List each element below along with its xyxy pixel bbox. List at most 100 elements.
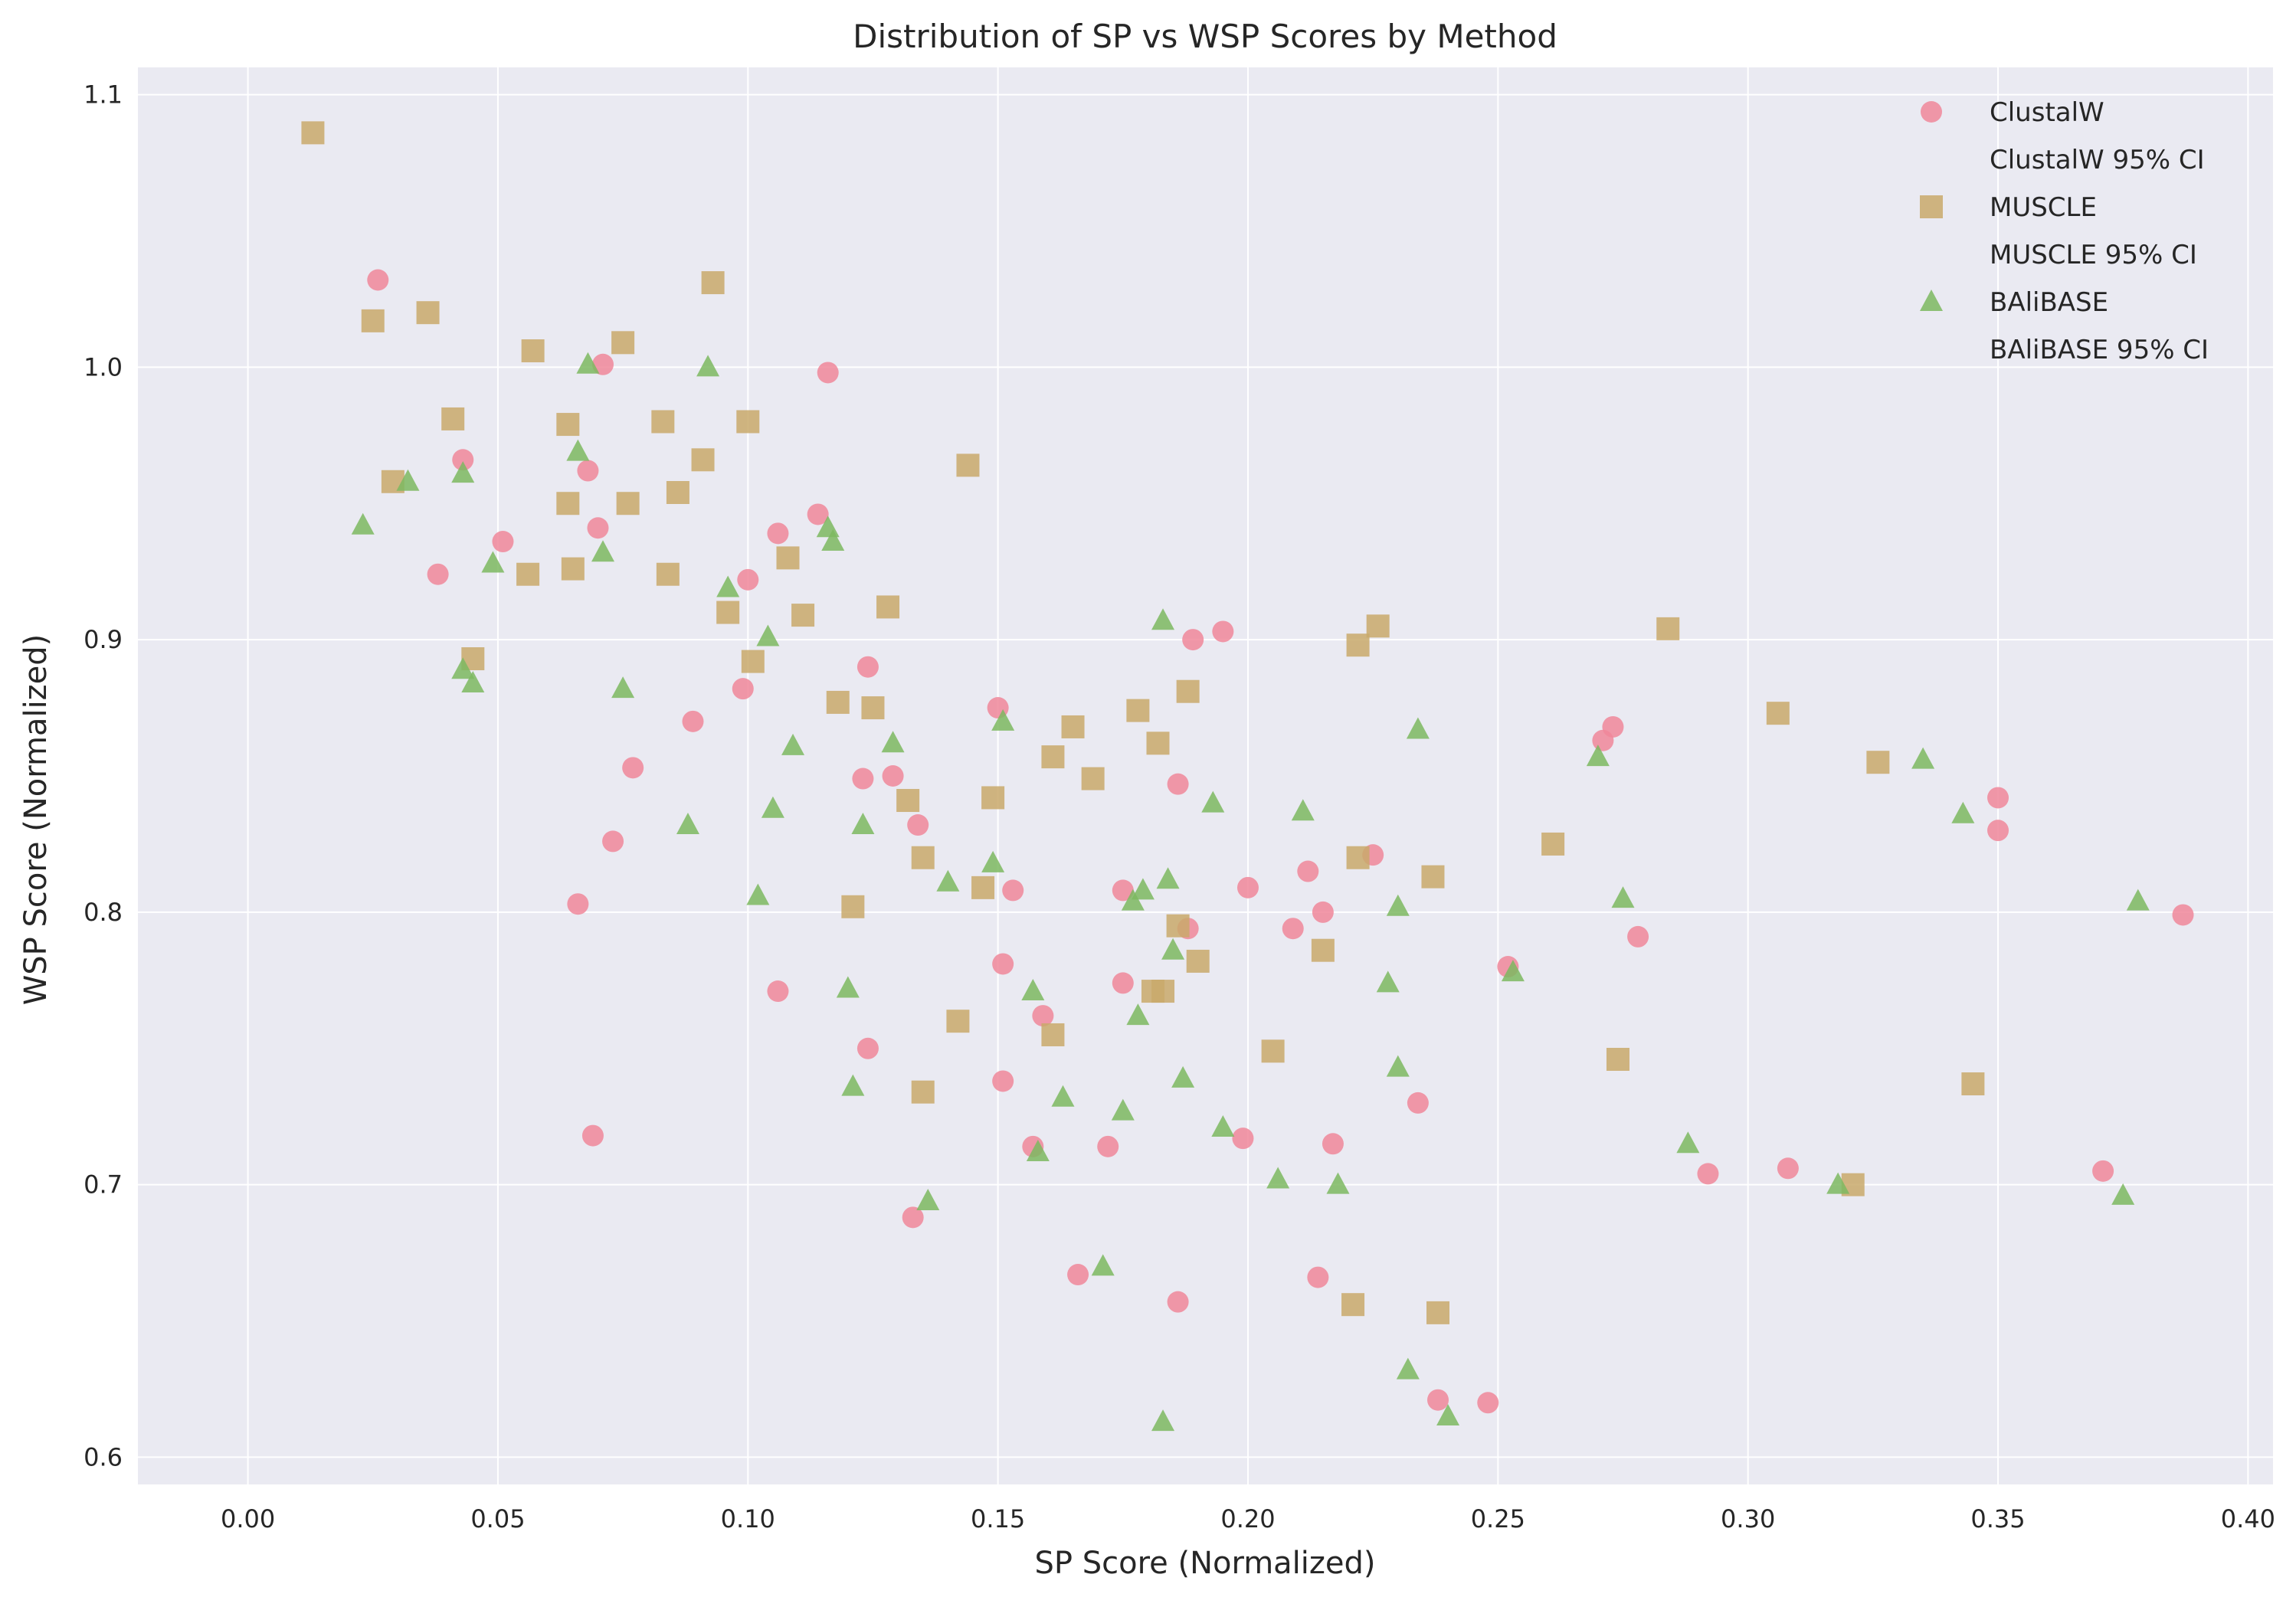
circle-point	[1182, 629, 1204, 651]
circle-point	[1112, 972, 1134, 994]
circle-point	[1697, 1163, 1719, 1185]
square-point	[666, 481, 689, 504]
circle-point	[1297, 860, 1319, 882]
circle-point	[737, 568, 759, 591]
square-point	[791, 604, 815, 627]
square-point	[981, 786, 1005, 810]
y-axis-label: WSP Score (Normalized)	[18, 634, 54, 1006]
triangle-point	[836, 976, 860, 998]
triangle-point	[1126, 1003, 1150, 1026]
circle-point	[581, 1124, 604, 1147]
circle-point	[907, 814, 929, 836]
triangle-point	[1911, 747, 1935, 769]
legend-label: ClustalW	[1990, 97, 2104, 128]
square-point	[1366, 614, 1390, 638]
triangle-point	[576, 352, 600, 374]
square-point	[1061, 715, 1085, 738]
circle-point	[492, 531, 514, 553]
y-tick-label: 0.6	[84, 1442, 123, 1471]
square-point	[1541, 832, 1565, 856]
circle-point	[992, 953, 1014, 975]
circle-point	[1067, 1264, 1089, 1286]
x-tick-label: 0.35	[1970, 1504, 2025, 1533]
circle-point	[1167, 773, 1189, 795]
triangle-point	[676, 813, 699, 835]
circle-point	[882, 765, 904, 787]
triangle-point	[611, 676, 635, 699]
series-balibase	[351, 352, 2150, 1432]
square-point	[561, 557, 585, 581]
legend-label: ClustalW 95% CI	[1990, 145, 2205, 175]
square-point	[1126, 699, 1150, 722]
circle-point	[852, 767, 874, 790]
square-point	[556, 492, 580, 515]
square-point	[1176, 679, 1200, 703]
triangle-point	[1376, 970, 1400, 993]
circle-point	[992, 1070, 1014, 1092]
triangle-point	[1266, 1167, 1290, 1189]
circle-point	[1167, 1291, 1189, 1313]
triangle-point	[936, 869, 960, 892]
triangle-point	[1386, 894, 1410, 916]
x-tick-labels: 0.00 0.05 0.10 0.15 0.20 0.25 0.30 0.35 0.40	[221, 1504, 2275, 1533]
square-point	[716, 601, 740, 624]
legend-circle-marker	[1921, 101, 1942, 123]
square-point	[1341, 1293, 1365, 1317]
legend-label: BAliBASE 95% CI	[1990, 335, 2209, 365]
x-tick-label: 0.40	[2221, 1504, 2275, 1533]
y-tick-label: 1.0	[84, 352, 123, 381]
circle-point	[2172, 904, 2194, 926]
triangle-point	[1406, 717, 1430, 739]
triangle-point	[351, 512, 375, 535]
circle-point	[1112, 879, 1134, 902]
triangle-point	[1151, 608, 1175, 630]
square-point	[1426, 1301, 1450, 1324]
triangle-point	[1151, 1409, 1175, 1432]
x-tick-label: 0.30	[1721, 1504, 1775, 1533]
circle-point	[1002, 879, 1024, 902]
square-point	[1041, 1023, 1065, 1046]
triangle-point	[756, 624, 780, 646]
circle-point	[367, 269, 389, 291]
triangle-point	[1611, 886, 1635, 908]
x-tick-label: 0.25	[1471, 1504, 1525, 1533]
square-point	[521, 339, 545, 362]
triangle-point	[696, 355, 720, 377]
circle-point	[427, 563, 449, 585]
y-tick-label: 0.8	[84, 898, 123, 927]
circle-point	[856, 656, 879, 678]
triangle-point	[1291, 799, 1315, 821]
x-tick-label: 0.15	[971, 1504, 1025, 1533]
circle-point	[732, 678, 754, 700]
legend-label: MUSCLE 95% CI	[1990, 240, 2197, 270]
square-point	[416, 301, 440, 325]
square-point	[556, 413, 580, 437]
circle-point	[1602, 715, 1624, 738]
square-point	[826, 690, 850, 714]
triangle-point	[746, 883, 770, 905]
square-point	[776, 546, 800, 570]
triangle-point	[991, 709, 1015, 731]
triangle-point	[781, 733, 805, 755]
y-tick-labels: 0.6 0.7 0.8 0.9 1.0 1.1	[84, 80, 123, 1472]
triangle-point	[1826, 1172, 1850, 1194]
circle-point	[807, 503, 829, 525]
circle-point	[1427, 1389, 1449, 1411]
circle-point	[767, 980, 789, 1003]
y-tick-label: 1.1	[84, 80, 123, 110]
y-tick-label: 0.9	[84, 625, 123, 654]
circle-point	[602, 830, 624, 853]
circle-point	[1987, 820, 2009, 842]
triangle-point	[1121, 889, 1145, 911]
square-point	[301, 121, 325, 145]
circle-point	[1232, 1128, 1254, 1150]
square-point	[736, 410, 760, 434]
circle-point	[592, 353, 614, 375]
square-point	[876, 595, 900, 619]
triangle-point	[821, 529, 845, 551]
square-point	[691, 448, 715, 472]
y-tick-label: 0.7	[84, 1170, 123, 1200]
square-point	[741, 650, 765, 673]
square-point	[616, 492, 640, 515]
